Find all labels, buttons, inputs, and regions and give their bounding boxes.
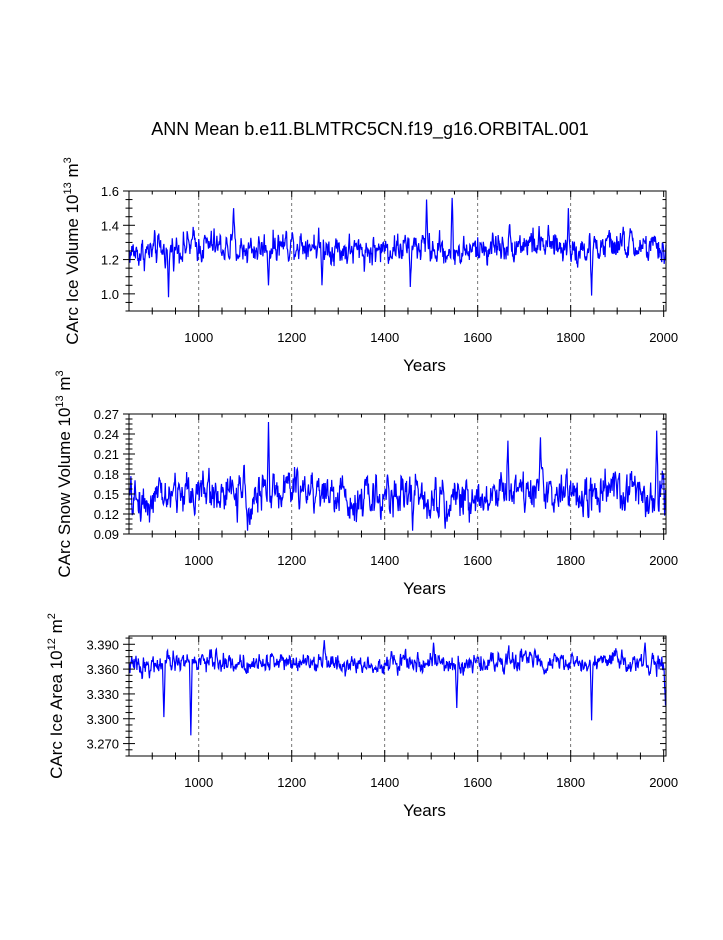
y-axis-label-exponent: 13 bbox=[62, 182, 74, 194]
series-line bbox=[128, 197, 667, 298]
y-tick-label: 0.24 bbox=[94, 427, 119, 442]
y-tick-label: 0.15 bbox=[94, 487, 119, 502]
panel-3: 1000 1200 1400 1600 1800 2000 3.270 3.300 3.330 3… bbox=[46, 613, 678, 820]
x-tick-label: 1600 bbox=[463, 330, 492, 345]
series-line bbox=[128, 640, 667, 736]
y-tick-label: 1.4 bbox=[101, 218, 119, 233]
y-axis-label-unit: m bbox=[47, 619, 66, 638]
y-tick-label: 0.27 bbox=[94, 407, 119, 422]
y-tick-label: 3.330 bbox=[86, 687, 119, 702]
x-tick-label: 1400 bbox=[370, 330, 399, 345]
x-tick-label: 2000 bbox=[649, 553, 678, 568]
figure-title: ANN Mean b.e11.BLMTRC5CN.f19_g16.ORBITAL… bbox=[151, 119, 589, 140]
x-tick-label: 1200 bbox=[277, 330, 306, 345]
y-tick-label: 1.2 bbox=[101, 253, 119, 268]
x-axis-label: Years bbox=[403, 801, 446, 820]
y-axis-label-unit: m bbox=[63, 163, 82, 182]
x-tick-label: 1600 bbox=[463, 553, 492, 568]
x-tick-label: 1800 bbox=[556, 553, 585, 568]
panel-2: 1000 1200 1400 1600 1800 2000 0.09 0.12 0.15 0.18… bbox=[54, 370, 678, 598]
plot-frame bbox=[128, 635, 667, 757]
y-tick-label: 0.18 bbox=[94, 467, 119, 482]
y-axis-label-exponent: 13 bbox=[54, 395, 66, 407]
x-tick-label: 1600 bbox=[463, 775, 492, 790]
x-tick-label: 2000 bbox=[649, 330, 678, 345]
y-tick-label: 0.09 bbox=[94, 527, 119, 542]
y-tick-label: 3.390 bbox=[86, 637, 119, 652]
x-tick-label: 1000 bbox=[184, 330, 213, 345]
y-tick-label: 1.0 bbox=[101, 287, 119, 302]
y-tick-label: 0.12 bbox=[94, 507, 119, 522]
series-line bbox=[128, 421, 667, 531]
y-axis-label-exponent: 12 bbox=[46, 638, 58, 650]
y-tick-label: 3.300 bbox=[86, 712, 119, 727]
y-axis-label-unit-exponent: 3 bbox=[54, 370, 66, 376]
y-axis-label-text: CArc Ice Volume 10 bbox=[63, 195, 82, 345]
x-tick-label: 1400 bbox=[370, 553, 399, 568]
y-tick-label: 3.360 bbox=[86, 662, 119, 677]
x-axis-label: Years bbox=[403, 579, 446, 598]
x-axis-label: Years bbox=[403, 356, 446, 375]
x-tick-label: 1200 bbox=[277, 553, 306, 568]
x-tick-label: 1800 bbox=[556, 330, 585, 345]
y-axis-label-text: CArc Snow Volume 10 bbox=[55, 408, 74, 578]
plot-frame bbox=[128, 190, 667, 312]
y-axis-label: CArc Ice Area 1012 m2 bbox=[46, 613, 66, 779]
y-tick-label: 3.270 bbox=[86, 737, 119, 752]
y-axis-label-unit-exponent: 2 bbox=[46, 613, 58, 619]
x-tick-label: 1200 bbox=[277, 775, 306, 790]
x-tick-label: 1800 bbox=[556, 775, 585, 790]
y-axis-label-text: CArc Ice Area 10 bbox=[47, 650, 66, 779]
panel-1: 1000 1200 1400 1600 1800 2000 1.0 1.2 1.4 1.6 Year… bbox=[62, 157, 678, 375]
x-tick-label: 1000 bbox=[184, 775, 213, 790]
x-tick-label: 1400 bbox=[370, 775, 399, 790]
x-tick-label: 2000 bbox=[649, 775, 678, 790]
x-tick-label: 1000 bbox=[184, 553, 213, 568]
y-tick-label: 1.6 bbox=[101, 184, 119, 199]
y-axis-label-unit: m bbox=[55, 376, 74, 395]
y-axis-label: CArc Snow Volume 1013 m3 bbox=[54, 370, 74, 577]
y-tick-label: 0.21 bbox=[94, 447, 119, 462]
y-axis-label-unit-exponent: 3 bbox=[62, 157, 74, 163]
y-axis-label: CArc Ice Volume 1013 m3 bbox=[62, 157, 82, 345]
